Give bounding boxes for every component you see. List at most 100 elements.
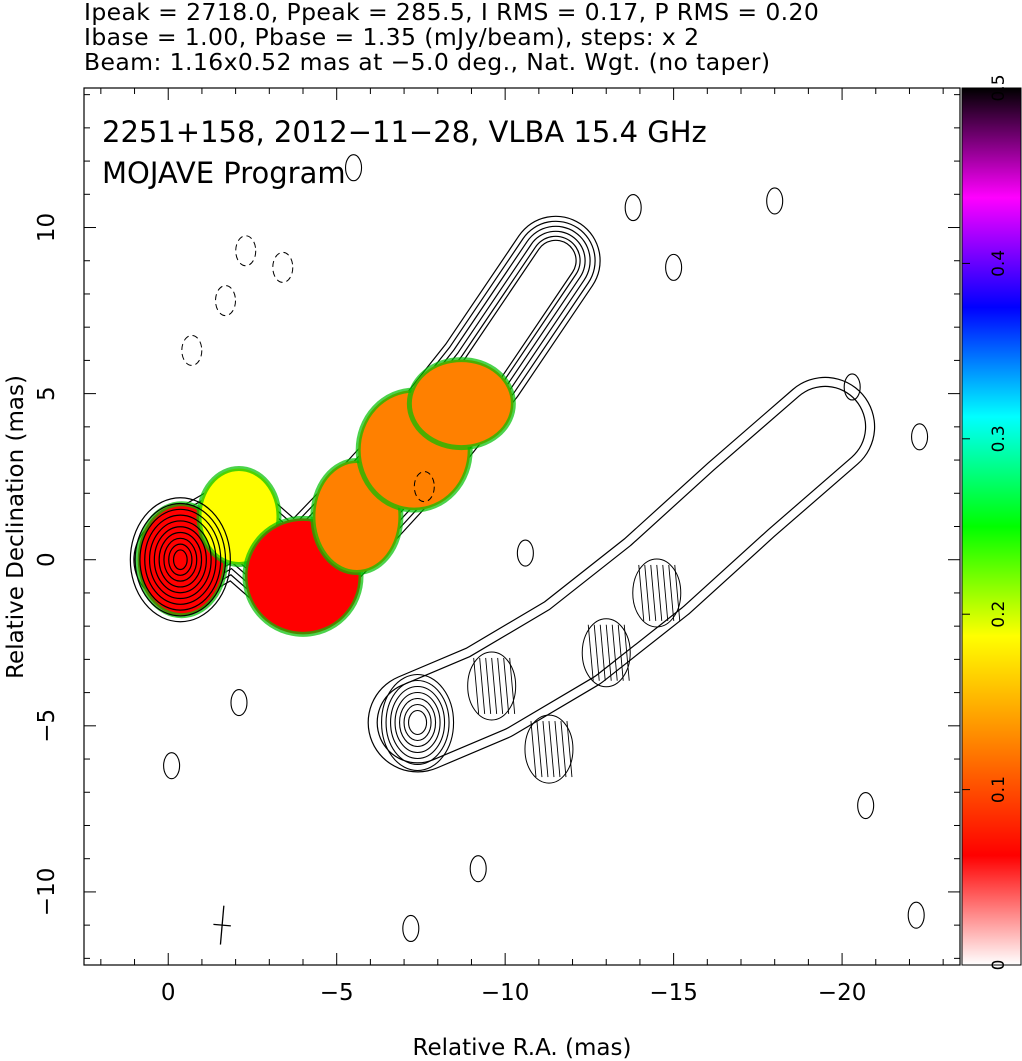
polarization-vector — [656, 564, 663, 621]
header-line-3: Beam: 1.16x0.52 mas at −5.0 deg., Nat. W… — [84, 48, 771, 76]
contour-island — [344, 154, 363, 182]
contour-inner-layer — [129, 497, 231, 623]
negative-contour — [235, 235, 257, 267]
core-contour — [129, 497, 231, 623]
polarization-colormap-layer — [135, 357, 516, 637]
secondary-knot-contour — [467, 651, 517, 721]
polarization-vector — [599, 624, 606, 681]
contour-island — [516, 539, 534, 567]
header-line-2: Ibase = 1.00, Pbase = 1.35 (mJy/beam), s… — [84, 23, 700, 51]
core-contour — [158, 531, 203, 588]
polarization-vector — [638, 564, 645, 621]
hatched-contours-layer — [163, 154, 929, 943]
beam-marker — [213, 905, 231, 945]
polarization-vector — [485, 657, 492, 714]
contour-island — [230, 689, 248, 717]
secondary-knot-contour — [524, 714, 574, 784]
negative-contour — [215, 285, 237, 317]
colorbar-tick-label: 0.1 — [989, 776, 1009, 803]
negative-contour — [181, 334, 203, 366]
core-contour — [163, 537, 198, 582]
contour-island — [766, 187, 784, 215]
core-contour — [172, 549, 188, 571]
contour-island — [911, 423, 929, 451]
x-axis-label: Relative R.A. (mas) — [413, 1035, 632, 1061]
source-annotation: 2251+158, 2012−11−28, VLBA 15.4 GHz — [102, 115, 707, 149]
secondary-core-contour — [385, 679, 450, 766]
polarization-vector — [548, 721, 555, 778]
secondary-knot-contour — [581, 618, 631, 688]
core-contour — [148, 520, 212, 600]
polarization-vector — [593, 624, 600, 681]
polarization-vector — [674, 564, 681, 621]
secondary-core-contour — [394, 691, 441, 754]
contour-island — [843, 373, 861, 401]
core-contour — [134, 502, 227, 617]
colorbar-tick-label: 0.3 — [989, 425, 1009, 452]
contour-island — [163, 752, 181, 780]
negative-contour — [272, 251, 294, 283]
polarization-vector — [530, 721, 537, 778]
polarization-vector — [473, 657, 480, 714]
polarization-vector — [542, 721, 549, 778]
axes: 0 −5 −10 −15 −20 −10 −5 0 5 10 — [34, 88, 960, 1006]
polarization-vector — [503, 657, 510, 714]
contour-island — [469, 855, 487, 883]
y-tick-label: −5 — [34, 709, 60, 743]
polarization-vector — [650, 564, 657, 621]
colorbar-tick-label: 0.5 — [989, 74, 1009, 101]
negative-contour — [413, 471, 435, 503]
secondary-core-contour — [408, 709, 428, 736]
x-tick-label: −15 — [649, 980, 698, 1006]
y-tick-label: 10 — [34, 213, 60, 242]
polarization-vector — [491, 657, 498, 714]
polarization-vector — [611, 624, 618, 681]
polarization-vector — [497, 657, 504, 714]
polarization-region — [406, 357, 516, 451]
contour-island — [907, 901, 925, 929]
polarization-vector — [566, 721, 573, 778]
beam-minor-axis — [213, 923, 231, 927]
secondary-core-contour — [390, 685, 446, 760]
core-contour — [144, 514, 217, 605]
secondary-core-contour — [399, 697, 437, 748]
secondary-core-contour — [403, 703, 432, 742]
polarization-vector — [554, 721, 561, 778]
polarization-vector — [509, 657, 516, 714]
colorbar-tick-label: 0.2 — [989, 601, 1009, 628]
secondary-knot-contour — [632, 558, 682, 628]
plot-area — [129, 154, 929, 943]
program-annotation: MOJAVE Program — [102, 156, 346, 190]
y-tick-label: 0 — [34, 552, 60, 567]
polarization-vector — [605, 624, 612, 681]
secondary-core-contour — [381, 673, 455, 772]
contour-island — [402, 914, 420, 943]
y-tick-label: 5 — [34, 386, 60, 401]
colorbar-tick-label: 0 — [989, 960, 1009, 971]
colorbar — [961, 87, 1022, 966]
y-axis-label: Relative Declination (mas) — [3, 375, 29, 679]
colorbar-ticks: 0 0.1 0.2 0.3 0.4 0.5 — [962, 74, 1009, 970]
core-contour — [139, 508, 222, 611]
polarization-vector — [668, 564, 675, 621]
contour-island — [624, 194, 642, 222]
header-line-1: Ipeak = 2718.0, Ppeak = 285.5, I RMS = 0… — [84, 0, 820, 26]
y-tick-label: −10 — [34, 868, 60, 917]
polarization-vector — [479, 657, 486, 714]
polarization-vector — [560, 721, 567, 778]
contour-island — [857, 791, 875, 820]
colorbar-tick-label: 0.4 — [989, 250, 1009, 277]
polarization-vector — [662, 564, 669, 621]
polarization-vector — [587, 624, 594, 681]
x-tick-label: −5 — [320, 980, 354, 1006]
x-tick-label: −10 — [481, 980, 530, 1006]
contour-island — [665, 253, 683, 281]
core-contour — [168, 543, 193, 576]
polarization-vector — [536, 721, 543, 778]
x-tick-label: −20 — [818, 980, 867, 1006]
polarization-vector — [644, 564, 651, 621]
polarization-vector — [623, 624, 630, 681]
core-contour — [153, 526, 207, 594]
polarization-vector — [617, 624, 624, 681]
